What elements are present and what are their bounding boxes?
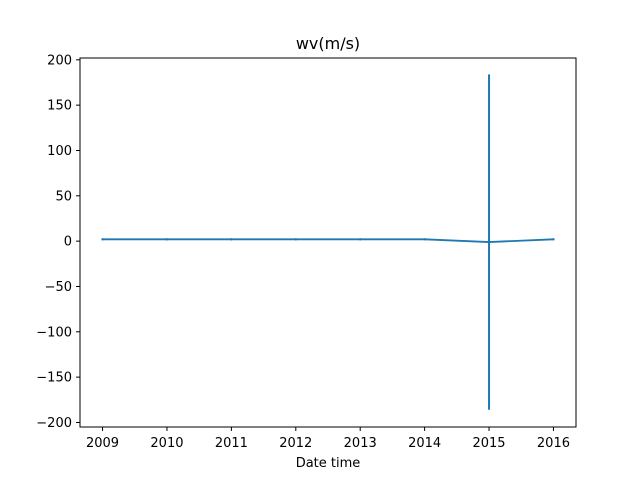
y-tick-label: −50 bbox=[45, 280, 72, 295]
axes-frame bbox=[79, 57, 577, 428]
data-point bbox=[230, 238, 233, 241]
x-tick-label: 2010 bbox=[150, 436, 183, 451]
y-tick-label: 50 bbox=[55, 189, 72, 204]
plot-area bbox=[101, 74, 555, 410]
y-tick-label: −100 bbox=[36, 325, 72, 340]
data-point bbox=[423, 238, 426, 241]
x-tick-label: 2015 bbox=[472, 436, 505, 451]
data-point bbox=[359, 238, 362, 241]
data-point bbox=[294, 238, 297, 241]
x-tick-label: 2014 bbox=[408, 436, 441, 451]
y-tick-label: 0 bbox=[64, 235, 72, 250]
y-tick-label: −200 bbox=[36, 416, 72, 431]
series-line bbox=[102, 238, 554, 243]
x-tick-label: 2012 bbox=[279, 436, 312, 451]
y-tick-label: 150 bbox=[47, 99, 72, 114]
data-point bbox=[552, 238, 555, 241]
y-tick-label: 200 bbox=[47, 53, 72, 68]
data-point bbox=[101, 238, 104, 241]
data-point bbox=[487, 240, 491, 244]
y-axis: 200 150 100 50 0 −50 −100 −150 −200 bbox=[36, 53, 80, 431]
chart-title: wv(m/s) bbox=[296, 34, 360, 53]
data-point bbox=[165, 238, 169, 241]
x-tick-label: 2013 bbox=[344, 436, 377, 451]
y-tick-label: 100 bbox=[47, 144, 72, 159]
x-tick-label: 2009 bbox=[86, 436, 119, 451]
x-axis-label: Date time bbox=[296, 456, 361, 471]
x-axis: 2009 2010 2011 2012 2013 2014 2015 2016 bbox=[86, 427, 570, 451]
x-tick-label: 2011 bbox=[215, 436, 248, 451]
y-tick-label: −150 bbox=[36, 371, 72, 386]
x-tick-label: 2016 bbox=[537, 436, 570, 451]
